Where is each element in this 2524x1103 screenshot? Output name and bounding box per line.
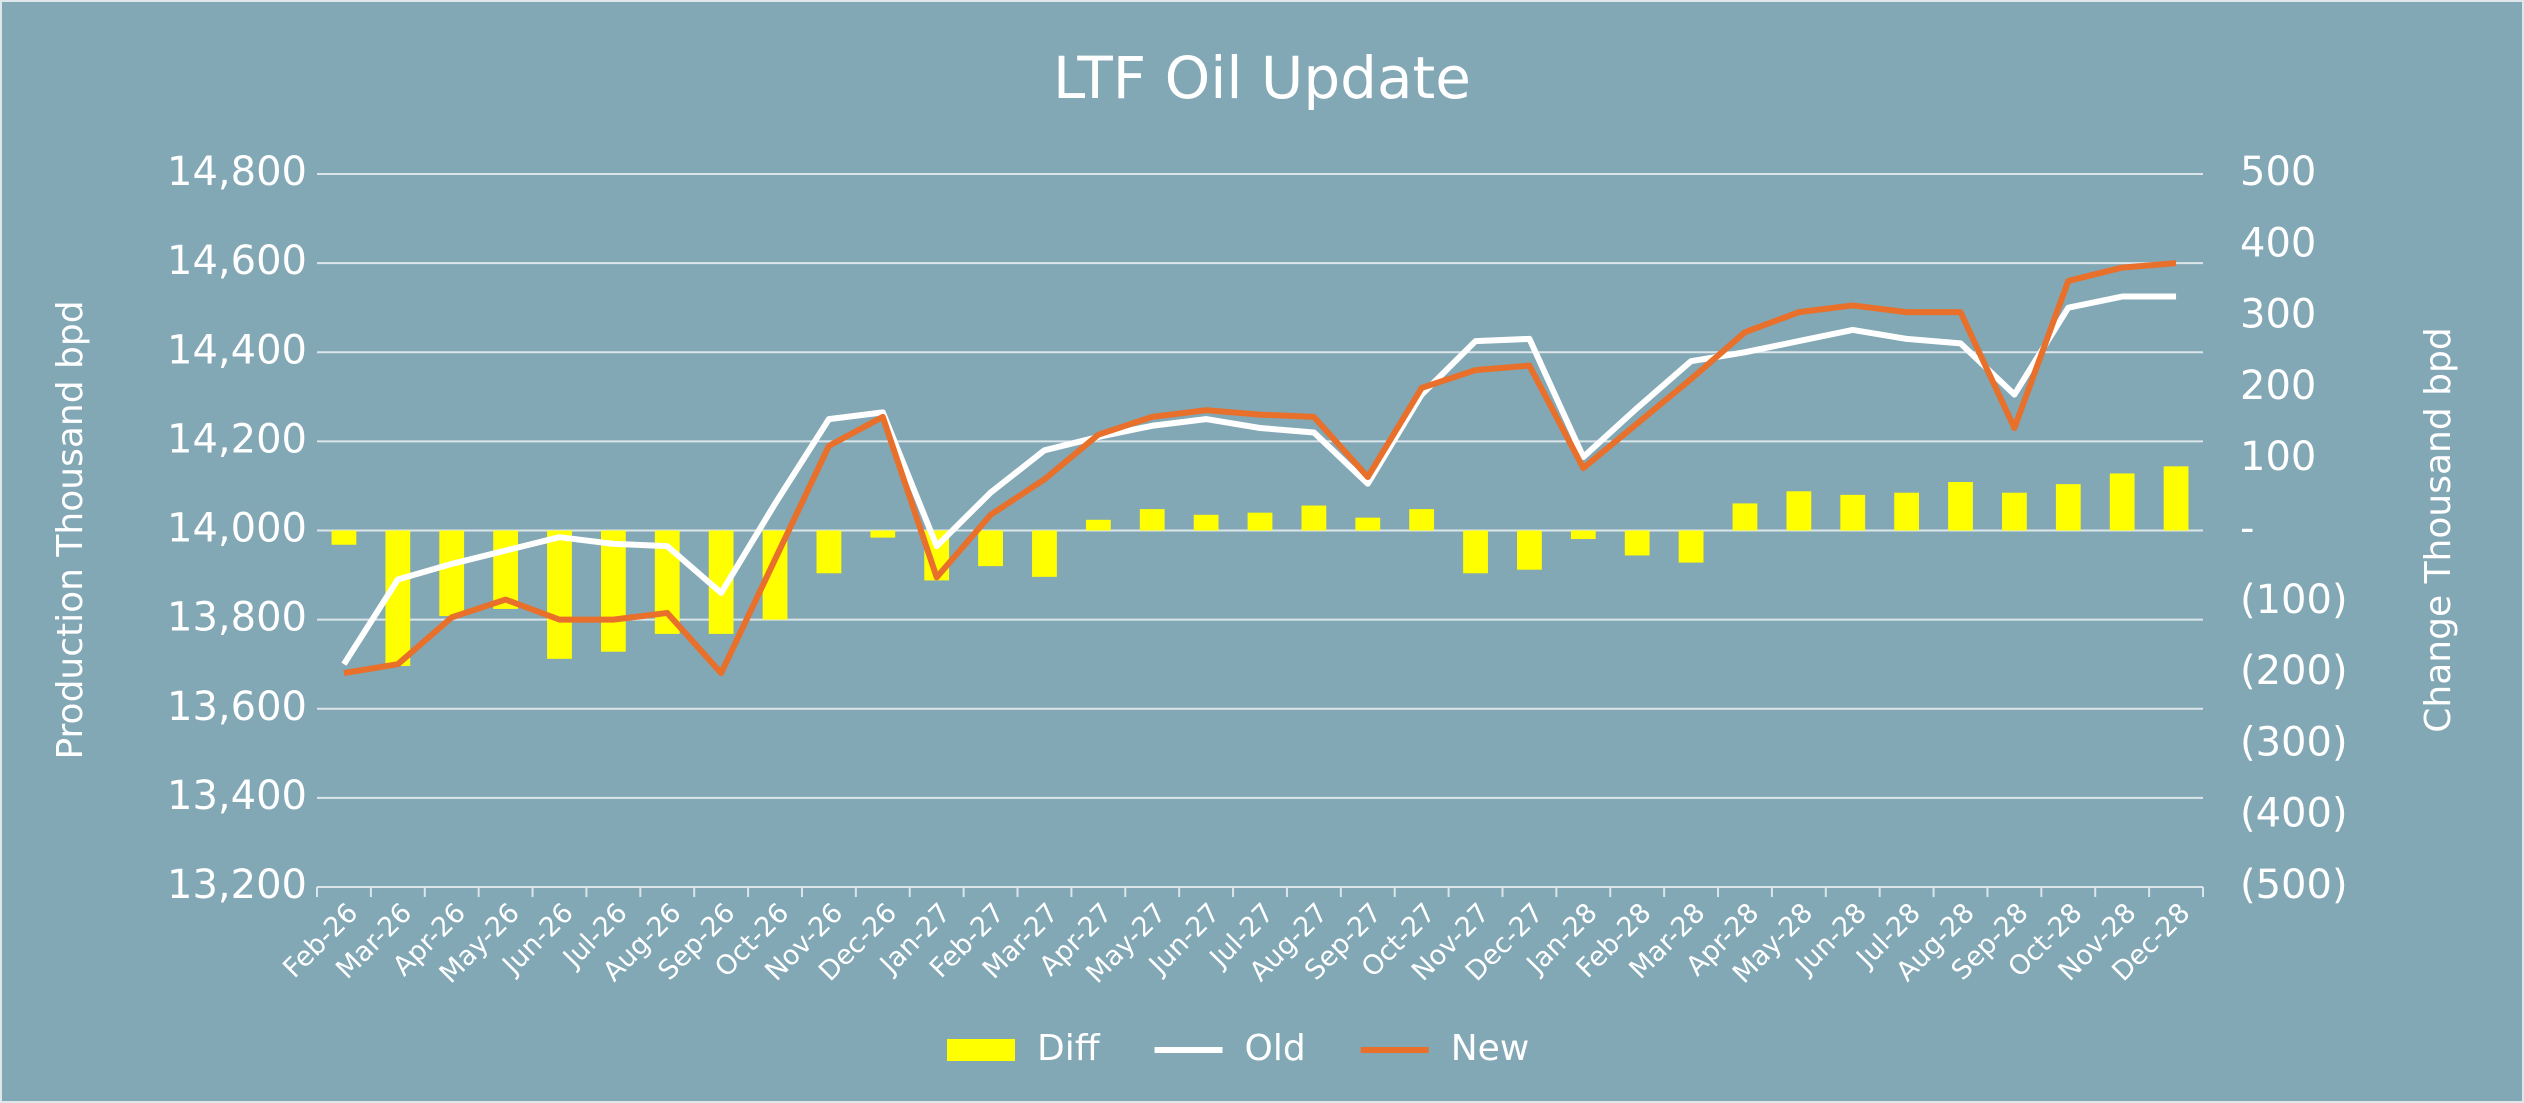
bar [1032,530,1057,577]
y-tick-label: 13,400 [167,773,307,819]
bar [816,530,842,574]
y-tick-label: (300) [2240,719,2348,765]
bar [2109,473,2135,531]
bar [1948,482,1973,531]
bar [493,530,518,609]
bar [978,530,1003,567]
bar [2002,492,2027,531]
bar [1139,509,1165,531]
y-tick-label: (500) [2240,862,2348,908]
bar [1517,530,1542,570]
legend-swatch [947,1039,1015,1061]
bar [1786,491,1812,531]
bar [2055,484,2081,531]
y-tick-label: 300 [2240,292,2316,338]
y-tick-label: 400 [2240,220,2316,266]
legend-label: Old [1245,1028,1306,1069]
bar [1840,494,1866,531]
y-tick-label: 14,200 [167,416,307,462]
bar [1732,503,1758,531]
bar [1301,505,1327,531]
y-tick-label: 14,400 [167,327,307,373]
y-axis-title: Production Thousand bpd [50,300,91,759]
y-tick-label: 13,600 [167,684,307,730]
legend-label: Diff [1037,1028,1101,1069]
y-tick-label: 200 [2240,363,2316,409]
y-tick-label: (200) [2240,648,2348,694]
bar [600,530,626,652]
y-tick-label: 500 [2240,149,2316,195]
bar [1570,530,1596,540]
y-tick-label: 13,800 [167,595,307,641]
line [341,293,2177,666]
y-tick-label: 14,000 [167,506,307,552]
line [343,260,2177,677]
y-tick-label: - [2240,506,2254,552]
bar [1463,530,1488,574]
chart-title: LTF Oil Update [1053,44,1471,112]
y-tick-label: 14,800 [167,149,307,195]
y2-axis-title: Change Thousand bpd [2418,327,2459,732]
y-tick-label: 100 [2240,434,2316,480]
y-tick-label: 13,200 [167,862,307,908]
bar [2163,466,2189,531]
y-tick-label: 14,600 [167,238,307,284]
bar [1678,530,1704,563]
bar [331,530,357,545]
y-tick-label: (400) [2240,791,2348,837]
bar [1193,514,1219,531]
bar [385,530,411,666]
bar [1247,512,1273,531]
bar [1085,519,1111,531]
bar [1624,530,1650,556]
bar [1894,492,1920,531]
bar [1355,517,1381,531]
bar [870,530,896,538]
y-tick-label: (100) [2240,577,2348,623]
legend-label: New [1451,1028,1530,1069]
bar [547,530,572,659]
bar [1409,509,1435,531]
bar [439,530,465,617]
